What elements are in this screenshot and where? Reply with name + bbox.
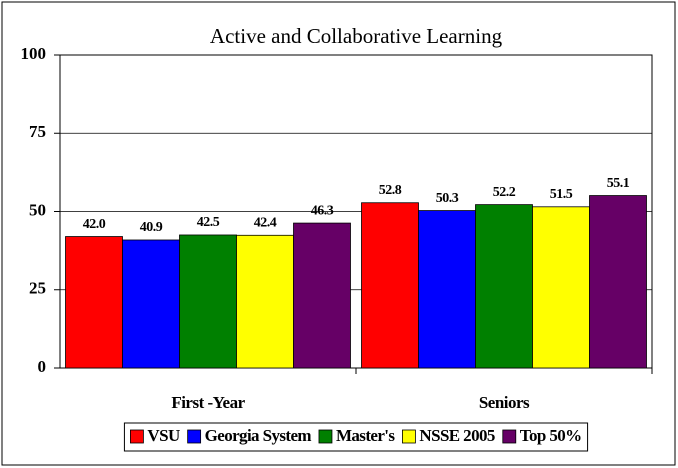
legend-label: VSU <box>147 426 180 445</box>
legend-label: NSSE 2005 <box>419 426 494 445</box>
x-tick-label: Seniors <box>479 393 530 412</box>
legend-swatch <box>318 429 333 444</box>
y-tick-label: 100 <box>21 44 47 63</box>
y-tick-label: 75 <box>29 122 46 141</box>
value-label: 55.1 <box>607 176 630 191</box>
legend-box <box>123 422 589 452</box>
y-tick-label: 0 <box>38 357 47 376</box>
bar <box>236 234 294 369</box>
bar <box>179 234 237 369</box>
value-label: 52.2 <box>493 185 516 200</box>
bar <box>475 204 533 369</box>
bar <box>122 239 180 369</box>
legend-swatch <box>402 429 416 444</box>
legend-label: Top 50% <box>520 426 582 445</box>
x-tick-label: First -Year <box>171 393 245 412</box>
y-tick-label: 50 <box>29 200 46 219</box>
chart-title: Active and Collaborative Learning <box>210 24 503 48</box>
bar <box>418 210 476 369</box>
value-label: 42.4 <box>254 216 277 231</box>
y-tick-label: 25 <box>29 279 46 298</box>
legend-swatch <box>130 429 144 444</box>
value-label: 40.9 <box>140 220 163 235</box>
legend-swatch <box>502 429 517 444</box>
value-label: 50.3 <box>436 191 459 206</box>
value-label: 46.3 <box>311 203 334 218</box>
legend-label: Master's <box>336 426 395 445</box>
bar <box>589 195 647 369</box>
legend-swatch <box>187 429 202 444</box>
bar <box>293 222 351 369</box>
bar <box>361 202 419 369</box>
bar <box>532 206 590 369</box>
value-label: 42.5 <box>197 215 220 230</box>
legend-label: Georgia System <box>205 426 312 445</box>
bar <box>65 236 123 369</box>
value-label: 42.0 <box>83 217 106 232</box>
value-label: 52.8 <box>379 183 402 198</box>
value-label: 51.5 <box>550 187 573 202</box>
